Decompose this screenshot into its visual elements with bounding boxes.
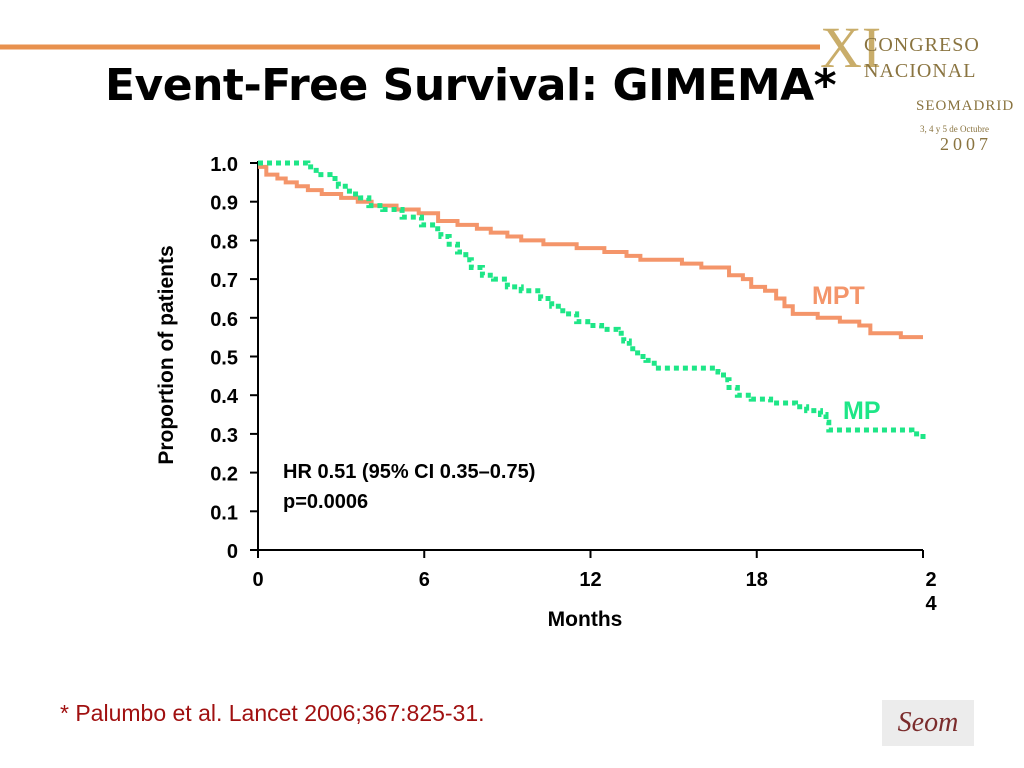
y-tick-label: 0.2 [210, 464, 238, 486]
logo-line-2: NACIONAL [864, 60, 977, 82]
logo-roman-numeral: XI [820, 15, 882, 80]
y-tick-label: 0.6 [210, 309, 238, 331]
series-line-mp [258, 160, 926, 442]
y-tick-label: 1.0 [210, 154, 238, 176]
y-tick-label: 0.7 [210, 270, 238, 292]
logo-line-1: CONGRESO [864, 34, 980, 56]
y-tick-label: 0.1 [210, 502, 238, 524]
seom-logo: Seom [882, 700, 974, 746]
series-label-mp: MP [843, 397, 881, 425]
hazard-ratio-annotation: HR 0.51 (95% CI 0.35–0.75) [283, 461, 535, 483]
x-tick-label: 12 [579, 569, 601, 591]
y-tick-label: 0.4 [210, 386, 239, 408]
x-tick-label: 6 [419, 569, 430, 591]
series-line-mpt [258, 164, 923, 340]
y-tick-label: 0.5 [210, 348, 238, 370]
logo-line-3: SEOMADRID [916, 98, 1015, 114]
logo-line-4: 3, 4 y 5 de Octubre [920, 124, 989, 134]
logo-line-5: 2007 [940, 134, 992, 154]
slide-title: Event-Free Survival: GIMEMA* [105, 60, 837, 111]
x-axis-label: Months [548, 608, 623, 631]
y-tick-label: 0 [227, 541, 238, 563]
y-tick-label: 0.8 [210, 231, 238, 253]
x-tick-label: 18 [746, 569, 768, 591]
y-axis-label: Proportion of patients [155, 245, 178, 464]
series-label-mpt: MPT [812, 282, 865, 310]
y-tick-label: 0.3 [210, 425, 238, 447]
top-decorative-bar [0, 44, 820, 50]
citation-text: * Palumbo et al. Lancet 2006;367:825-31. [60, 700, 485, 726]
y-tick-label: 0.9 [210, 193, 238, 215]
x-tick-label: 0 [252, 569, 263, 591]
congress-logo: XI CONGRESO NACIONAL SEOMADRID 3, 4 y 5 … [820, 15, 1020, 154]
p-value-annotation: p=0.0006 [283, 491, 368, 513]
